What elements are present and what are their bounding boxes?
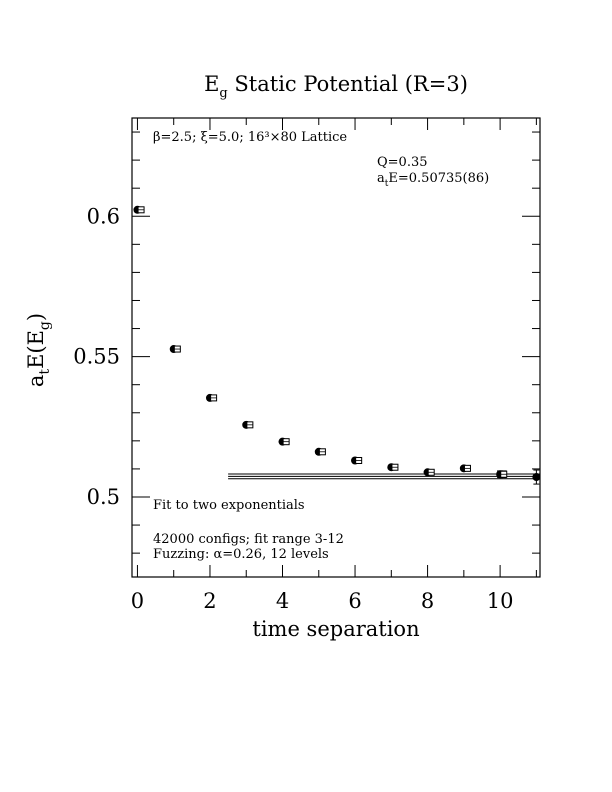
x-tick-label: 0 — [131, 589, 144, 613]
configs-annotation: 42000 configs; fit range 3-12 — [153, 532, 344, 547]
x-tick-label: 6 — [348, 589, 361, 613]
x-tick-label: 2 — [203, 589, 216, 613]
y-tick-label: 0.6 — [87, 204, 120, 228]
tick-labels: 0 2 4 6 8 10 0.5 0.55 0.6 — [73, 204, 513, 613]
data-points — [133, 205, 541, 485]
q-annotation: Q=0.35 — [377, 155, 428, 170]
x-tick-label: 10 — [487, 589, 514, 613]
lattice-annotation: β=2.5; ξ=5.0; 16³×80 Lattice — [153, 130, 347, 145]
tick-marks — [132, 118, 540, 577]
y-axis-label: atE(Eg) — [24, 313, 53, 387]
fuzzing-annotation: Fuzzing: α=0.26, 12 levels — [153, 547, 329, 562]
energy-annotation: atE=0.50735(86) — [377, 171, 489, 189]
y-tick-label: 0.5 — [87, 485, 120, 509]
fit-band — [228, 473, 540, 480]
plot-frame — [131, 117, 541, 578]
x-tick-label: 8 — [421, 589, 434, 613]
point-filled — [532, 473, 541, 482]
fit-description: Fit to two exponentials — [153, 498, 305, 513]
y-tick-label: 0.55 — [73, 345, 120, 369]
x-axis-label: time separation — [252, 617, 419, 641]
x-tick-label: 4 — [276, 589, 289, 613]
chart-title: Eg Static Potential (R=3) — [204, 72, 468, 101]
